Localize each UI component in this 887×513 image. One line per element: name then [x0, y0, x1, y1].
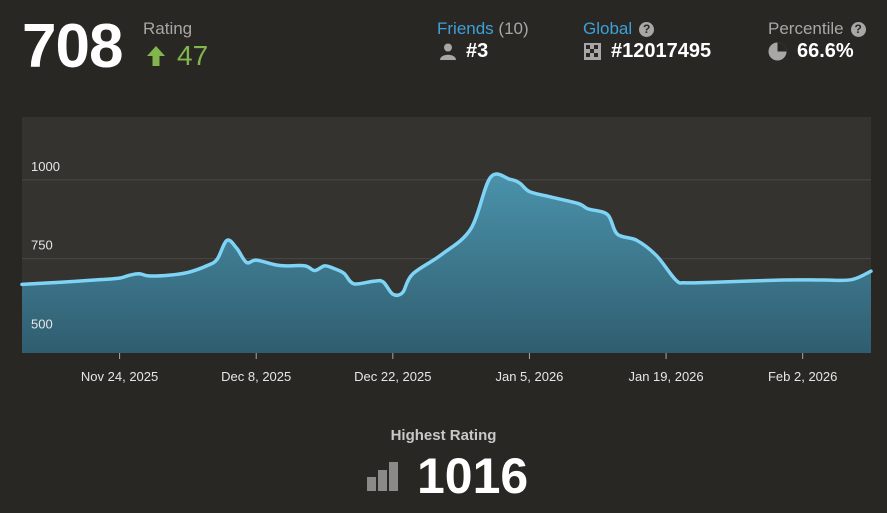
rating-delta-value: 47: [177, 40, 209, 71]
global-rank: #12017495: [584, 40, 711, 63]
percentile-help-icon[interactable]: ?: [850, 21, 866, 37]
person-icon: [440, 43, 456, 60]
friends-label[interactable]: Friends (10): [437, 19, 529, 39]
y-tick-label: 1000: [31, 159, 60, 174]
current-rating: 708: [22, 12, 123, 81]
x-tick-label: Feb 2, 2026: [768, 369, 837, 384]
x-tick-label: Dec 8, 2025: [221, 369, 291, 384]
checker-icon: [584, 43, 601, 60]
rating-line: [20, 172, 873, 298]
friends-label-text[interactable]: Friends: [437, 19, 494, 38]
x-tick-label: Jan 5, 2026: [495, 369, 563, 384]
percentile-value: 66.6%: [768, 40, 854, 63]
rating-chart[interactable]: 500 750 1000 Nov 24, 2025 Dec 8, 2025 Dec 22…: [0, 117, 887, 397]
x-tick-label: Nov 24, 2025: [81, 369, 158, 384]
bar-chart-icon: [367, 462, 398, 491]
rating-label: Rating: [143, 19, 193, 38]
highest-rating-value: 1016: [417, 448, 529, 504]
global-label[interactable]: Global ?: [583, 19, 655, 39]
global-help-icon[interactable]: ?: [639, 21, 655, 37]
rating-chart-svg[interactable]: 500 750 1000 Nov 24, 2025 Dec 8, 2025 Dec 22…: [0, 117, 887, 392]
percentile-value-text: 66.6%: [797, 40, 854, 62]
y-tick-label: 750: [31, 238, 53, 253]
global-label-text[interactable]: Global: [583, 19, 633, 38]
friends-rank-value: #3: [466, 40, 489, 62]
rating-area: [22, 174, 871, 353]
percentile-label: Percentile ?: [768, 19, 866, 39]
x-tick-label: Jan 19, 2026: [628, 369, 703, 384]
percentile-label-text: Percentile: [768, 19, 844, 38]
x-tick-label: Dec 22, 2025: [354, 369, 431, 384]
arrow-up-icon: [147, 46, 165, 66]
friends-count: (10): [498, 19, 529, 38]
pie-icon: [768, 42, 787, 61]
y-tick-label: 500: [31, 316, 53, 331]
rating-delta: 47: [145, 40, 208, 72]
highest-rating: 1016: [366, 447, 528, 505]
friends-rank: #3: [440, 40, 488, 63]
highest-rating-label: Highest Rating: [390, 427, 497, 444]
global-rank-value: #12017495: [611, 40, 712, 62]
